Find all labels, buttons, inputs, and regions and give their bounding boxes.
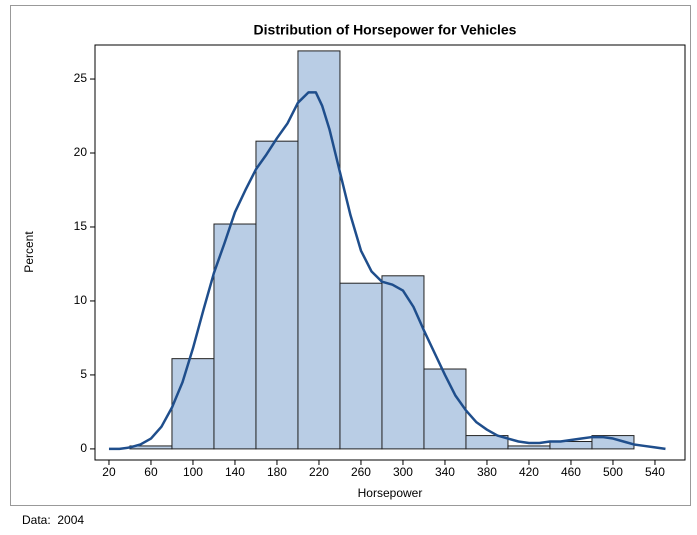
x-tick-label: 420	[519, 465, 539, 479]
plot-frame	[94, 44, 686, 461]
bar	[381, 275, 425, 450]
y-axis-label: Percent	[22, 231, 36, 273]
x-tick-label: 140	[225, 465, 245, 479]
bar	[255, 140, 299, 450]
y-tick-label: 15	[74, 219, 88, 233]
bar	[465, 435, 509, 450]
bar	[171, 358, 215, 450]
y-tick-label: 5	[80, 367, 87, 381]
density-curve	[108, 91, 666, 451]
x-tick-label: 460	[561, 465, 581, 479]
chart-border	[10, 5, 691, 506]
y-tick-label: 10	[74, 293, 88, 307]
x-tick-label: 100	[183, 465, 203, 479]
chart-title: Distribution of Horsepower for Vehicles	[254, 22, 517, 38]
y-tick-label: 25	[74, 71, 88, 85]
x-axis-label: Horsepower	[358, 486, 423, 500]
bar	[213, 223, 257, 450]
x-tick-label: 60	[144, 465, 158, 479]
footnote: Data: 2004	[22, 513, 84, 527]
x-tick-label: 300	[393, 465, 413, 479]
x-tick-label: 180	[267, 465, 287, 479]
bar	[339, 282, 383, 450]
bar	[423, 368, 467, 450]
y-tick-label: 0	[80, 441, 87, 455]
bar	[591, 435, 635, 450]
x-tick-label: 500	[603, 465, 623, 479]
x-tick-label: 260	[351, 465, 371, 479]
x-tick-label: 220	[309, 465, 329, 479]
x-tick-label: 340	[435, 465, 455, 479]
bar	[297, 50, 341, 450]
x-tick-label: 20	[102, 465, 116, 479]
y-tick-label: 20	[74, 145, 88, 159]
x-tick-label: 540	[645, 465, 665, 479]
x-tick-label: 380	[477, 465, 497, 479]
bar	[507, 445, 551, 450]
